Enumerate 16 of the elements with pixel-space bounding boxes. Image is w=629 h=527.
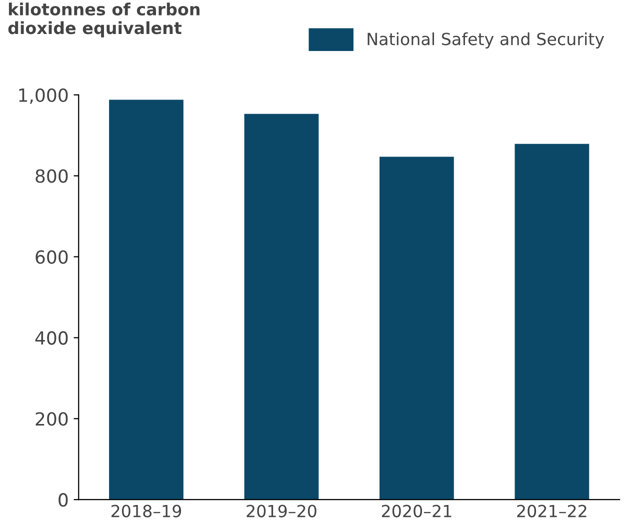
y-axis-title: kilotonnes of carbon dioxide equivalent bbox=[8, 2, 200, 38]
y-tick-label: 1,000 bbox=[19, 88, 68, 104]
bar bbox=[380, 156, 454, 500]
legend-label: National Safety and Security bbox=[368, 32, 604, 49]
x-tick-label: 2020–21 bbox=[382, 504, 452, 518]
x-tick-label: 2019–20 bbox=[246, 504, 316, 518]
bar bbox=[109, 100, 184, 500]
y-tick-label: 0 bbox=[58, 493, 68, 507]
y-tick-label: 800 bbox=[36, 169, 68, 183]
y-tick-label: 400 bbox=[35, 331, 68, 345]
x-tick-label: 2018–19 bbox=[111, 504, 182, 518]
x-tick-label: 2021–22 bbox=[517, 504, 586, 518]
y-tick-label: 600 bbox=[36, 250, 68, 264]
y-tick-label: 200 bbox=[36, 412, 68, 426]
bar bbox=[514, 144, 590, 500]
bar bbox=[244, 114, 319, 500]
